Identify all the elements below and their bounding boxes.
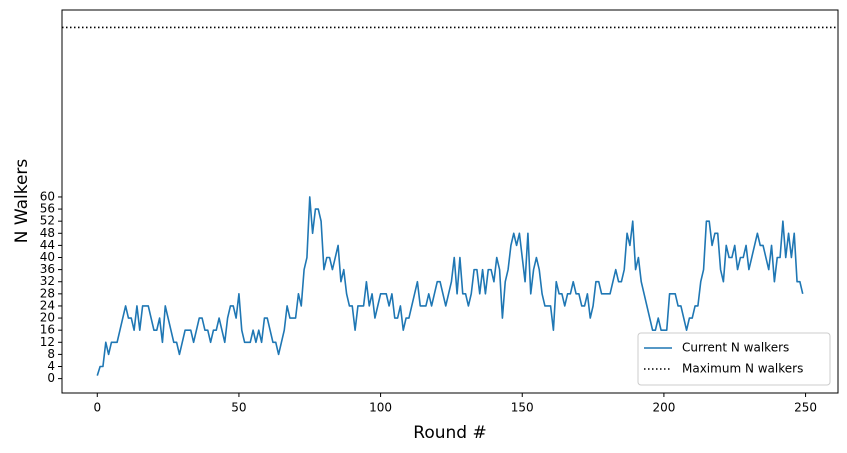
y-tick-label: 44 — [40, 238, 55, 252]
x-tick-label: 0 — [93, 401, 101, 415]
y-tick-label: 56 — [40, 202, 55, 216]
legend-label: Maximum N walkers — [682, 362, 803, 376]
x-tick-label: 100 — [369, 401, 392, 415]
y-tick-label: 36 — [40, 262, 55, 276]
y-tick-label: 20 — [40, 311, 55, 325]
y-tick-label: 16 — [40, 323, 55, 337]
y-tick-label: 60 — [40, 189, 55, 203]
y-tick-label: 28 — [40, 286, 55, 300]
y-tick-label: 8 — [47, 347, 55, 361]
y-tick-label: 0 — [47, 371, 55, 385]
x-tick-label: 250 — [794, 401, 817, 415]
x-tick-label: 150 — [511, 401, 534, 415]
y-tick-label: 12 — [40, 335, 55, 349]
y-tick-label: 48 — [40, 226, 55, 240]
y-tick-label: 40 — [40, 250, 55, 264]
y-axis-label: N Walkers — [12, 159, 32, 244]
y-tick-label: 24 — [40, 298, 55, 312]
x-tick-label: 50 — [231, 401, 246, 415]
data-line — [96, 196, 804, 376]
plot-area — [61, 9, 839, 394]
y-tick-label: 52 — [40, 214, 55, 228]
legend-box — [637, 332, 831, 386]
y-tick-label: 32 — [40, 274, 55, 288]
y-tick-label: 4 — [47, 359, 55, 373]
legend-label: Current N walkers — [682, 341, 789, 355]
x-tick-label: 200 — [652, 401, 675, 415]
x-axis-label: Round # — [413, 423, 486, 443]
